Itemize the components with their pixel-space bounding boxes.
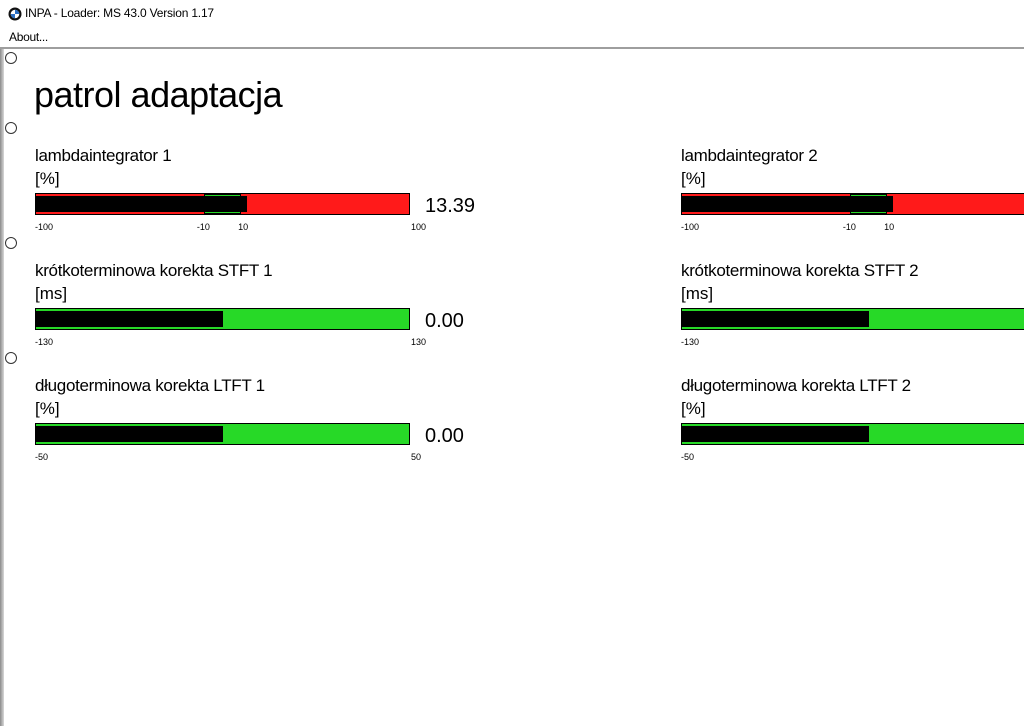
title-bar[interactable]: INPA - Loader: MS 43.0 Version 1.17 — [0, 0, 1024, 28]
gauge-value-1: 13.39 — [425, 195, 476, 217]
gauge-tick-tol-min-1: -10 — [196, 222, 210, 232]
gauge-unit-4: [ms] — [681, 284, 714, 303]
gauge-unit-1: [%] — [35, 169, 60, 188]
gauge-tick-min-1: -100 — [35, 222, 54, 232]
gauge-unit-2: [%] — [681, 169, 706, 188]
gauge-fill-2 — [682, 196, 894, 212]
gauge-fill-5 — [36, 426, 223, 442]
gauge-tick-max-1: 100 — [411, 222, 427, 232]
radio-button-2[interactable] — [5, 122, 17, 134]
gauge-label-5: długoterminowa korekta LTFT 1 — [35, 376, 265, 395]
gauge-bar-1 — [35, 193, 410, 215]
gauge-unit-6: [%] — [681, 399, 706, 418]
gauge-bar-4 — [681, 308, 1024, 330]
window-title: INPA - Loader: MS 43.0 Version 1.17 — [25, 6, 214, 20]
gauge-unit-3: [ms] — [35, 284, 68, 303]
radio-button-3[interactable] — [5, 237, 17, 249]
gauge-label-1: lambdaintegrator 1 — [35, 146, 172, 165]
gauge-tick-max-3: 130 — [411, 337, 427, 347]
gauge-fill-4 — [682, 311, 869, 327]
page-title: patrol adaptacja — [34, 74, 283, 115]
gauge-unit-5: [%] — [35, 399, 60, 418]
gauge-bar-5 — [35, 423, 410, 445]
menu-separator — [0, 47, 1024, 49]
gauge-label-4: krótkoterminowa korekta STFT 2 — [681, 261, 919, 280]
gauge-tick-tol-max-2: 10 — [884, 222, 895, 232]
gauge-bar-3 — [35, 308, 410, 330]
gauge-fill-1 — [36, 196, 248, 212]
gauge-bar-6 — [681, 423, 1024, 445]
menu-item-about[interactable]: About... — [9, 30, 48, 44]
gauge-tick-min-5: -50 — [35, 452, 49, 462]
gauge-label-2: lambdaintegrator 2 — [681, 146, 818, 165]
gauge-tick-min-6: -50 — [681, 452, 695, 462]
gauge-tick-tol-max-1: 10 — [238, 222, 249, 232]
radio-button-1[interactable] — [5, 52, 17, 64]
gauge-tick-min-3: -130 — [35, 337, 54, 347]
bmw-logo-icon — [8, 7, 22, 21]
radio-button-4[interactable] — [5, 352, 17, 364]
gauge-value-3: 0.00 — [425, 310, 464, 332]
gauge-fill-3 — [36, 311, 223, 327]
gauge-label-3: krótkoterminowa korekta STFT 1 — [35, 261, 273, 280]
gauge-bar-2 — [681, 193, 1024, 215]
gauge-fill-6 — [682, 426, 869, 442]
menu-bar: About... — [0, 28, 1024, 46]
gauge-tick-min-2: -100 — [681, 222, 700, 232]
window-left-edge — [0, 49, 4, 726]
gauge-tick-tol-min-2: -10 — [842, 222, 856, 232]
gauge-value-5: 0.00 — [425, 425, 464, 447]
gauge-label-6: długoterminowa korekta LTFT 2 — [681, 376, 911, 395]
gauge-tick-max-5: 50 — [411, 452, 422, 462]
gauge-tick-min-4: -130 — [681, 337, 700, 347]
